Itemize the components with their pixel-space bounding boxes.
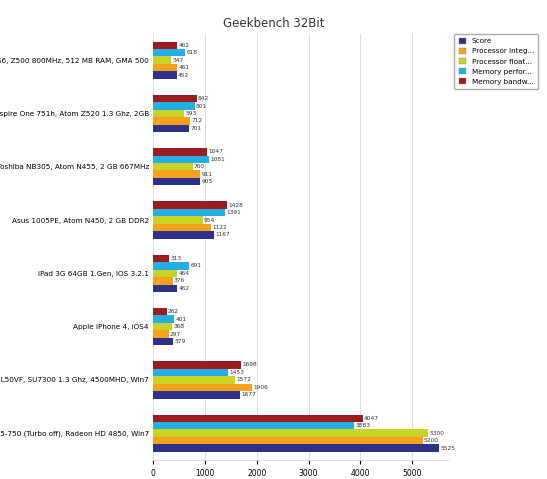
Text: 1572: 1572 — [236, 377, 251, 382]
Text: 593: 593 — [185, 111, 196, 116]
Text: 461: 461 — [178, 65, 189, 70]
Text: Geekbench 32Bit: Geekbench 32Bit — [223, 17, 324, 30]
Bar — [153, 308, 167, 316]
Bar — [153, 270, 177, 277]
Bar — [153, 163, 193, 171]
Bar — [153, 262, 189, 270]
Bar — [153, 414, 363, 422]
Text: 701: 701 — [191, 126, 202, 131]
Text: 954: 954 — [204, 217, 215, 223]
Bar — [153, 384, 252, 391]
Text: 1698: 1698 — [242, 363, 257, 367]
Bar — [153, 103, 195, 110]
Text: 1677: 1677 — [241, 392, 256, 397]
Text: 347: 347 — [172, 57, 184, 63]
Text: 1391: 1391 — [226, 210, 241, 215]
Text: 462: 462 — [178, 286, 189, 291]
Bar — [153, 148, 207, 156]
Bar — [153, 277, 173, 285]
Bar — [153, 209, 225, 217]
Text: 905: 905 — [201, 179, 213, 184]
Text: 1167: 1167 — [215, 232, 230, 238]
Text: 1081: 1081 — [211, 157, 225, 162]
Text: 842: 842 — [198, 96, 210, 101]
Text: 464: 464 — [178, 271, 190, 276]
Legend: Score, Processor integ..., Processor float..., Memory perfor..., Memory bandw...: Score, Processor integ..., Processor flo… — [455, 34, 538, 89]
Text: 379: 379 — [174, 339, 185, 344]
Bar — [153, 64, 177, 71]
Text: 5200: 5200 — [424, 438, 439, 443]
Bar — [153, 231, 214, 239]
Text: 1906: 1906 — [253, 385, 268, 390]
Bar — [153, 369, 229, 376]
Bar — [153, 42, 177, 49]
Bar — [153, 125, 189, 132]
Bar — [153, 57, 171, 64]
Text: 313: 313 — [171, 256, 182, 261]
Text: 262: 262 — [168, 309, 179, 314]
Text: 1428: 1428 — [229, 203, 243, 207]
Bar — [153, 71, 177, 79]
Text: 5525: 5525 — [441, 445, 456, 451]
Text: 376: 376 — [174, 278, 185, 283]
Bar — [153, 422, 354, 430]
Bar — [153, 361, 241, 369]
Text: 462: 462 — [178, 43, 189, 48]
Text: 297: 297 — [170, 331, 181, 337]
Bar — [153, 437, 423, 445]
Bar — [153, 338, 173, 345]
Text: 1122: 1122 — [213, 225, 228, 230]
Bar — [153, 285, 177, 292]
Text: 760: 760 — [194, 164, 205, 169]
Text: 368: 368 — [173, 324, 185, 329]
Bar — [153, 376, 235, 384]
Bar — [153, 117, 190, 125]
Bar — [153, 323, 172, 331]
Bar — [153, 430, 428, 437]
Bar — [153, 201, 227, 209]
Bar — [153, 110, 184, 117]
Bar — [153, 95, 197, 103]
Text: 801: 801 — [196, 103, 207, 109]
Bar — [153, 445, 439, 452]
Bar — [153, 391, 240, 399]
Bar — [153, 255, 170, 262]
Bar — [153, 224, 211, 231]
Text: 3883: 3883 — [356, 423, 371, 428]
Bar — [153, 156, 209, 163]
Text: 911: 911 — [202, 171, 213, 177]
Text: 1047: 1047 — [209, 149, 224, 154]
Text: 401: 401 — [175, 317, 187, 322]
Bar — [153, 217, 202, 224]
Text: 712: 712 — [191, 118, 202, 124]
Bar — [153, 316, 174, 323]
Text: 618: 618 — [187, 50, 197, 55]
Text: 4047: 4047 — [364, 416, 379, 421]
Bar — [153, 331, 168, 338]
Text: 1453: 1453 — [230, 370, 245, 375]
Text: 691: 691 — [190, 263, 201, 268]
Text: 5300: 5300 — [429, 431, 444, 436]
Text: 452: 452 — [178, 73, 189, 78]
Bar — [153, 171, 200, 178]
Bar — [153, 49, 185, 57]
Bar — [153, 178, 200, 185]
